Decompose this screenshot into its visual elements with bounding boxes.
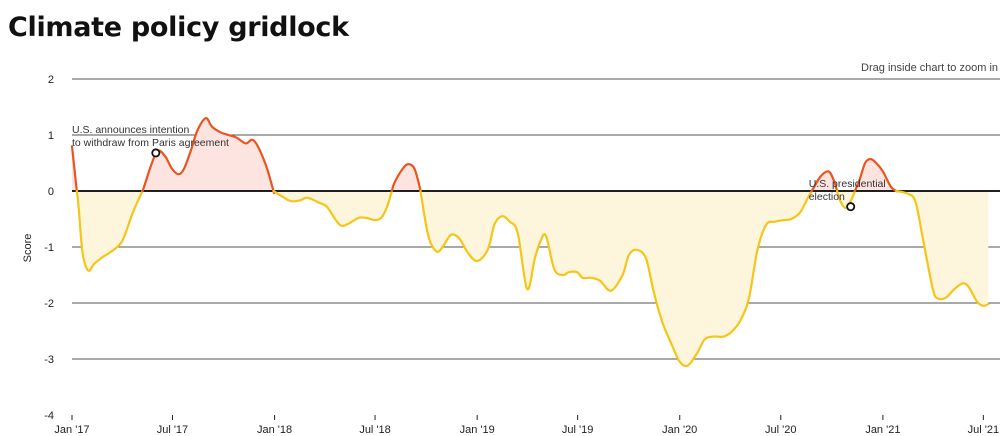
x-tick-label: Jul '20 (765, 424, 796, 436)
negative-series-line[interactable] (75, 189, 144, 272)
x-tick-label: Jul '18 (359, 424, 390, 436)
positive-series-line[interactable] (853, 158, 898, 193)
positive-series-line[interactable] (390, 163, 422, 193)
zoom-hint: Drag inside chart to zoom in (861, 62, 998, 74)
annotation-marker[interactable] (846, 202, 856, 212)
x-tick-label: Jul '21 (968, 424, 999, 436)
positive-area (391, 164, 421, 191)
y-tick-label: -1 (44, 242, 54, 254)
x-tick-label: Jan '17 (54, 424, 89, 436)
y-axis-title: Score (22, 234, 34, 263)
y-tick-label: -2 (44, 298, 54, 310)
y-tick-label: -4 (44, 410, 54, 422)
x-tick-label: Jan '21 (865, 424, 900, 436)
negative-area (76, 191, 143, 271)
negative-series-line[interactable] (272, 189, 393, 227)
negative-series-line[interactable] (419, 189, 813, 368)
y-tick-label: -3 (44, 354, 54, 366)
annotation-label: U.S. announces intention (72, 124, 189, 136)
positive-area (142, 118, 275, 194)
x-tick-label: Jan '19 (460, 424, 495, 436)
y-tick-label: 2 (48, 74, 54, 86)
positive-area (854, 159, 897, 192)
positive-series-line[interactable] (70, 145, 78, 193)
positive-series-line[interactable] (810, 170, 839, 193)
x-tick-label: Jan '20 (662, 424, 697, 436)
y-tick-label: 1 (48, 130, 54, 142)
annotation-marker[interactable] (151, 148, 161, 158)
negative-series-line[interactable] (836, 189, 856, 209)
annotation-label: U.S. presidential (809, 178, 886, 190)
x-tick-label: Jul '17 (157, 424, 188, 436)
y-tick-label: 0 (48, 186, 54, 198)
x-tick-label: Jul '19 (562, 424, 593, 436)
x-tick-label: Jan '18 (257, 424, 292, 436)
negative-area (837, 191, 855, 208)
annotation-label: election (809, 191, 845, 203)
negative-area (896, 191, 989, 306)
positive-area (811, 171, 838, 191)
annotation-label: to withdraw from Paris agreement (72, 137, 229, 149)
chart-title: Climate policy gridlock (8, 12, 349, 43)
negative-series-line[interactable] (895, 189, 990, 307)
